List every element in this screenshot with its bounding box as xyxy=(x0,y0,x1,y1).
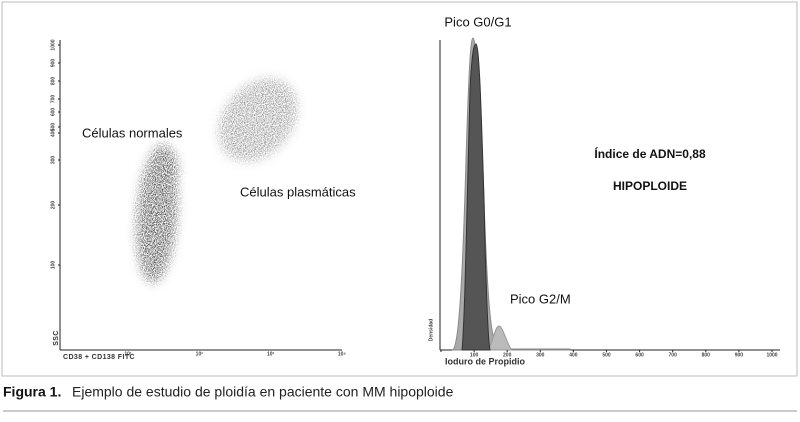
x-tick-label: 10³ xyxy=(267,351,275,357)
normal-cells-cloud xyxy=(136,145,178,283)
caption-text: Ejemplo de estudio de ploidía en pacient… xyxy=(72,384,454,400)
x-tick-label: 10² xyxy=(196,351,204,357)
dna-index: Índice de ADN=0,88 xyxy=(594,146,706,161)
g2m-peak xyxy=(486,325,514,351)
y-tick-label: 300 xyxy=(50,156,56,165)
peak-label: Pico G2/M xyxy=(510,291,571,306)
x-tick-label: 800 xyxy=(702,352,711,358)
y-tick-label: 100 xyxy=(50,261,56,270)
y-tick-label: 500 xyxy=(50,123,56,132)
classification: HIPOPLOIDE xyxy=(613,179,687,193)
caption-label: Figura 1. xyxy=(3,384,61,400)
annotation: Células normales xyxy=(82,125,183,140)
x-tick-label: 400 xyxy=(569,352,578,358)
x-tick-label: 500 xyxy=(602,352,611,358)
x-tick-label: 200 xyxy=(503,352,512,358)
g0g1-peak xyxy=(461,43,491,351)
x-axis-label: Ioduro de Propidio xyxy=(445,356,525,366)
y-tick-label: 900 xyxy=(50,59,56,68)
peak-label: Pico G0/G1 xyxy=(444,14,511,29)
y-tick-label: 600 xyxy=(50,108,56,117)
y-tick-label: 800 xyxy=(50,77,56,86)
x-tick-label: 700 xyxy=(669,352,678,358)
x-tick-label: 600 xyxy=(635,352,644,358)
y-axis-label: Densidad xyxy=(428,319,434,342)
x-tick-label: 300 xyxy=(536,352,545,358)
x-tick-label: 1000 xyxy=(766,352,777,358)
y-tick-label: 400 xyxy=(50,129,56,138)
plasma-cells-cloud xyxy=(218,78,298,162)
figure-border xyxy=(1,1,798,377)
y-tick-label: 700 xyxy=(50,95,56,104)
annotation: Células plasmáticas xyxy=(240,184,356,199)
x-tick-label: 10¹ xyxy=(124,351,132,357)
x-tick-label: 10⁴ xyxy=(338,351,347,357)
x-tick-labels: 10¹ 10² 10³ 10⁴ xyxy=(124,351,346,357)
x-tick-label: 900 xyxy=(735,352,744,358)
y-tick-label: 200 xyxy=(50,201,56,210)
y-tick-label: 1000 xyxy=(50,39,56,50)
x-tick-labels: 100 200 300 400 500 600 700 800 900 1000 xyxy=(440,350,778,358)
y-axis-label: SSC xyxy=(53,330,60,346)
x-axis-label: CD38 + CD138 FITC xyxy=(63,354,135,361)
x-tick-label: 100 xyxy=(470,352,479,358)
